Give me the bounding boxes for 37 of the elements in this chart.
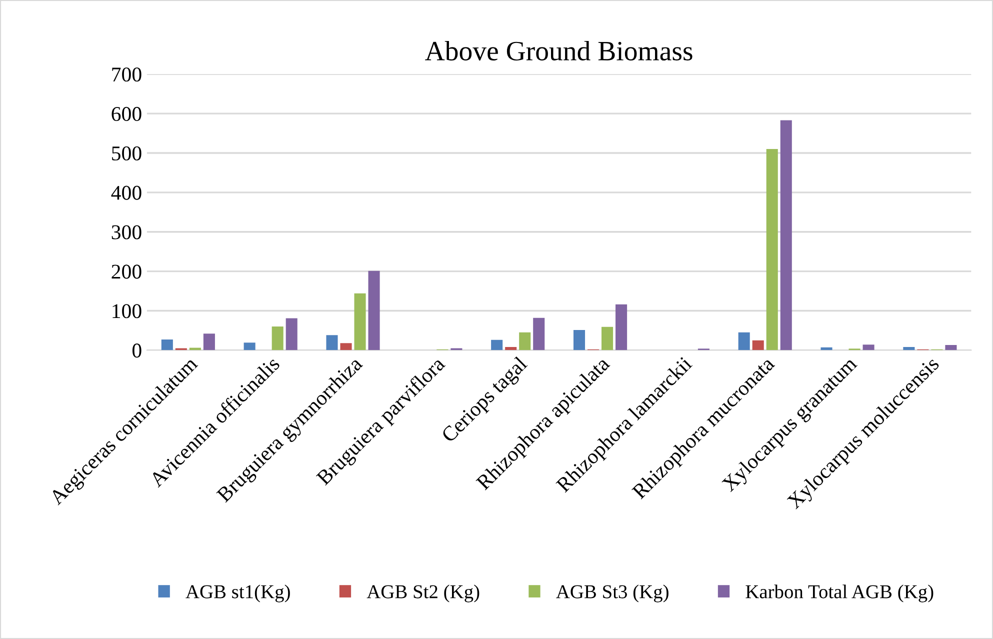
bar bbox=[340, 343, 352, 350]
y-tick-label: 200 bbox=[112, 264, 142, 279]
bar bbox=[945, 345, 957, 350]
bar bbox=[616, 304, 628, 350]
bar bbox=[766, 149, 778, 350]
legend-label: AGB St3 (Kg) bbox=[556, 584, 668, 602]
y-tick-label: 400 bbox=[111, 186, 142, 200]
bar bbox=[203, 334, 215, 350]
bar bbox=[491, 340, 503, 350]
bar bbox=[862, 344, 874, 350]
bar bbox=[820, 347, 832, 350]
bar bbox=[780, 120, 792, 350]
bar bbox=[738, 332, 750, 350]
legend-label: Karbon Total AGB (Kg) bbox=[746, 584, 934, 602]
bar bbox=[272, 326, 284, 350]
chart-title: Above Ground Biomass bbox=[425, 40, 692, 61]
y-tick-label: 300 bbox=[112, 225, 142, 240]
bar bbox=[573, 330, 586, 350]
legend-label: AGB st1(Kg) bbox=[186, 584, 290, 602]
bar bbox=[602, 326, 614, 350]
bar bbox=[368, 270, 380, 350]
bar bbox=[244, 342, 256, 350]
y-tick-label: 0 bbox=[132, 344, 142, 358]
bar bbox=[752, 340, 764, 350]
bar bbox=[326, 335, 338, 350]
y-tick-label: 600 bbox=[112, 106, 142, 121]
bar bbox=[519, 332, 531, 350]
bar bbox=[286, 318, 298, 350]
legend-label: AGB St2 (Kg) bbox=[366, 584, 480, 602]
bar bbox=[354, 293, 366, 350]
bar bbox=[533, 318, 545, 350]
bar bbox=[903, 347, 915, 350]
y-tick-label: 100 bbox=[112, 304, 142, 318]
y-tick-label: 500 bbox=[112, 146, 142, 160]
y-tick-label: 700 bbox=[112, 68, 142, 82]
bar bbox=[161, 340, 173, 350]
bar bbox=[505, 347, 517, 350]
